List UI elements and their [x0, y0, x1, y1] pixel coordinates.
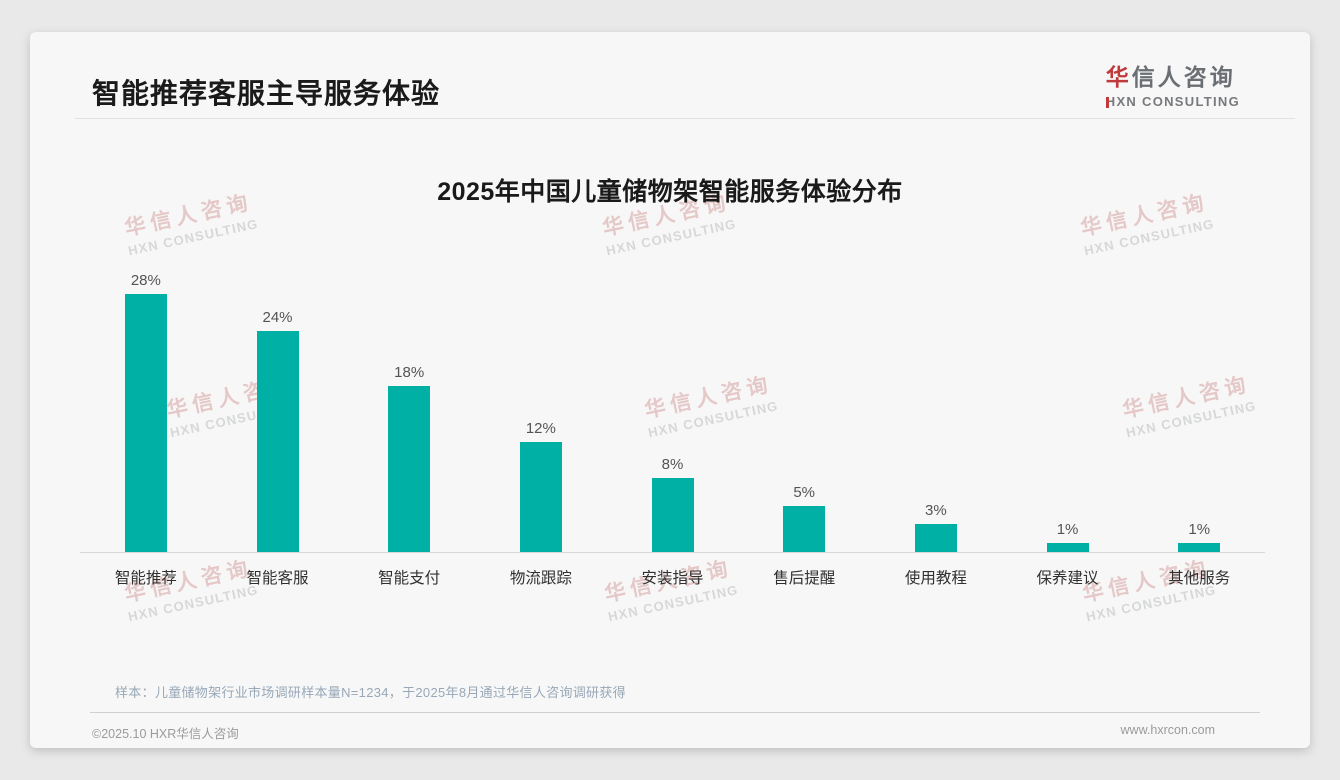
category-label: 智能客服	[246, 570, 309, 587]
category-label: 智能支付	[378, 570, 441, 587]
category-label: 安装指导	[641, 570, 704, 587]
bar-value-label: 1%	[1188, 520, 1211, 538]
bar	[783, 506, 826, 552]
page-title: 智能推荐客服主导服务体验	[92, 78, 441, 109]
bar	[124, 294, 167, 552]
bar-value-label: 8%	[661, 456, 684, 474]
bar-slot: 1%	[1133, 272, 1265, 552]
bar-value-label: 18%	[394, 364, 425, 382]
logo-accent-char: 华	[1105, 64, 1132, 90]
footer-website: www.hxrcon.com	[1120, 723, 1215, 737]
bar	[1046, 542, 1089, 552]
sample-note: 样本：儿童储物架行业市场调研样本量N=1234，于2025年8月通过华信人咨询调…	[115, 685, 626, 700]
bar-slot: 5%	[738, 272, 870, 552]
bar-value-label: 28%	[130, 272, 161, 290]
bar	[914, 524, 957, 552]
category-label: 售后提醒	[773, 570, 836, 587]
logo-en-text: HXN CONSULTING	[1105, 94, 1240, 109]
chart-category-axis: 智能推荐 智能客服 智能支付 物流跟踪 安装指导 售后提醒 使用教程 保养建议 其他服务	[80, 553, 1265, 588]
logo-cn-text: 华信人咨询	[1105, 64, 1236, 90]
bar-chart: 28% 24% 18% 12% 8% 5% 3% 1% 1% 智能推荐 智能客服 智能支付 物流跟踪 安…	[80, 272, 1265, 588]
bar-value-label: 1%	[1056, 520, 1079, 538]
header-divider	[75, 118, 1295, 119]
bar-slot: 18%	[343, 272, 475, 552]
bar-slot: 24%	[212, 272, 344, 552]
watermark-en-text: HXN CONSULTING	[1082, 216, 1216, 259]
bar	[388, 386, 431, 552]
bar	[256, 331, 299, 552]
bar-slot: 8%	[607, 272, 739, 552]
category-label: 其他服务	[1168, 570, 1231, 587]
watermark-en-text: HXN CONSULTING	[1084, 582, 1218, 625]
bar-slot: 12%	[475, 272, 607, 552]
bar-slot: 1%	[1002, 272, 1134, 552]
bar	[651, 478, 694, 552]
bar-value-label: 24%	[262, 309, 293, 327]
bar-value-label: 3%	[925, 502, 947, 520]
chart-plot-area: 28% 24% 18% 12% 8% 5% 3% 1% 1%	[80, 272, 1265, 553]
slide-card: 华信人咨询 HXN CONSULTING 华信人咨询 HXN CONSULTING 华信…	[30, 32, 1310, 748]
bar-slot: 28%	[80, 272, 212, 552]
bar	[519, 441, 562, 552]
footer-divider	[90, 712, 1260, 713]
watermark-en-text: HXN CONSULTING	[126, 582, 260, 625]
category-label: 智能推荐	[114, 570, 177, 587]
watermark-en-text: HXN CONSULTING	[606, 582, 740, 625]
bar	[1178, 542, 1221, 552]
chart-title: 2025年中国儿童储物架智能服务体验分布	[437, 178, 903, 206]
company-logo: 华信人咨询 HXN CONSULTING	[1105, 58, 1240, 109]
bar-slot: 3%	[870, 272, 1002, 552]
category-label: 物流跟踪	[509, 570, 572, 587]
bar-value-label: 5%	[793, 484, 816, 501]
watermark-en-text: HXN CONSULTING	[604, 216, 738, 259]
category-label: 使用教程	[904, 570, 967, 587]
category-label: 保养建议	[1036, 570, 1099, 587]
footer-copyright: ©2025.10 HXR华信人咨询	[92, 727, 239, 741]
bar-value-label: 12%	[525, 419, 556, 437]
watermark-en-text: HXN CONSULTING	[126, 216, 260, 259]
